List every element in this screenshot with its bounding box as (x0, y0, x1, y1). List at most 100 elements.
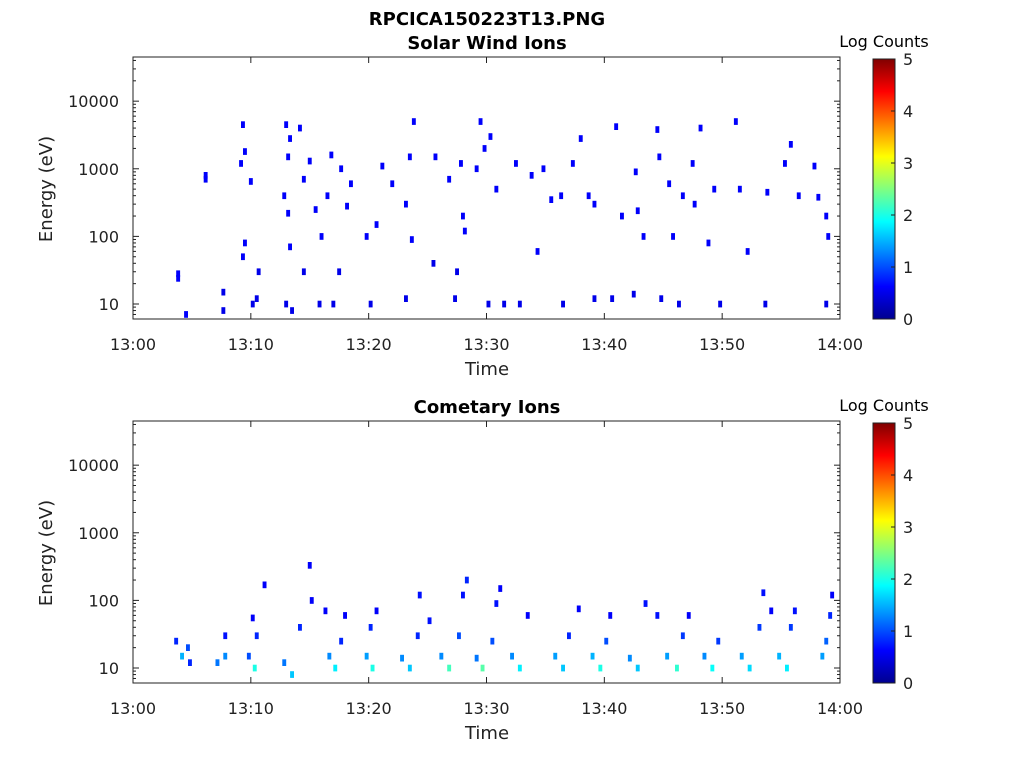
heatmap-cell (592, 200, 597, 208)
heatmap-cell (680, 632, 685, 640)
heatmap-cell (667, 180, 672, 188)
heatmap-cell (826, 233, 831, 240)
heatmap-cell (364, 652, 369, 660)
heatmap-cell (578, 135, 583, 142)
heatmap-cell (462, 227, 467, 235)
heatmap-cell (541, 165, 546, 173)
heatmap-cell (657, 153, 662, 161)
plot-frame (132, 56, 841, 320)
heatmap-cell (517, 300, 522, 308)
y-tick-label: 10000 (68, 92, 119, 111)
heatmap-cell (745, 248, 750, 255)
colorbar-tick-label: 2 (903, 570, 913, 589)
heatmap-cell (368, 300, 373, 308)
heatmap-cell (250, 614, 255, 622)
heatmap-cell (567, 632, 571, 640)
solar-wind-title: Solar Wind Ions (407, 33, 566, 54)
heatmap-cell (486, 300, 491, 308)
heatmap-cell (828, 612, 833, 619)
heatmap-cell (174, 637, 179, 645)
heatmap-cell (686, 612, 691, 619)
heatmap-cell (631, 290, 636, 298)
heatmap-cell (490, 637, 495, 645)
heatmap-cell (243, 148, 247, 155)
colorbar-gradient (872, 58, 896, 320)
heatmap-cell (431, 260, 436, 267)
heatmap-cell (447, 664, 452, 672)
heatmap-cell (221, 288, 226, 296)
heatmap-cell (788, 141, 793, 148)
heatmap-cell (598, 664, 603, 672)
heatmap-cell (514, 160, 518, 167)
heatmap-cell (323, 607, 328, 615)
heatmap-cell (339, 165, 344, 173)
heatmap-cell (331, 300, 336, 308)
heatmap-cell (604, 637, 609, 645)
heatmap-cell (525, 612, 530, 619)
solar-wind-colorbar: 0 1 2 3 4 5 (872, 50, 913, 329)
heatmap-cell (824, 212, 829, 220)
heatmap-cell (777, 652, 782, 660)
heatmap-cell (254, 295, 259, 302)
heatmap-cell (737, 185, 742, 193)
heatmap-cell (698, 124, 703, 132)
heatmap-cell (529, 172, 534, 179)
heatmap-cell (474, 165, 479, 173)
solar-wind-axes: 13:00 13:10 13:20 13:30 13:40 13:50 14:00 10 100… (68, 56, 863, 354)
heatmap-cell (327, 652, 332, 660)
heatmap-cell (459, 160, 463, 167)
colorbar-tick-label: 5 (903, 50, 913, 69)
heatmap-cell (635, 664, 640, 672)
heatmap-cell (718, 300, 723, 308)
heatmap-cell (570, 160, 575, 167)
heatmap-cell (498, 585, 503, 592)
x-tick-label: 13:40 (581, 335, 627, 354)
heatmap-cell (298, 624, 302, 631)
heatmap-cell (461, 591, 465, 599)
heatmap-cell (702, 652, 707, 660)
heatmap-cell (337, 268, 342, 276)
heatmap-cell (307, 562, 312, 569)
heatmap-cell (288, 243, 292, 251)
x-tick-label: 13:50 (699, 699, 745, 718)
solar-wind-colorbar-label: Log Counts (839, 32, 929, 51)
cometary-ylabel: Energy (eV) (36, 500, 57, 606)
heatmap-cell (461, 212, 465, 220)
heatmap-cell (404, 295, 408, 302)
heatmap-cell (553, 652, 558, 660)
cometary-colorbar-label: Log Counts (839, 396, 929, 415)
heatmap-cell (706, 239, 711, 247)
heatmap-cell (241, 121, 245, 128)
heatmap-cell (712, 185, 717, 193)
colorbar-tick-label: 3 (903, 518, 913, 537)
heatmap-cell (643, 600, 648, 607)
heatmap-cell (620, 212, 624, 220)
heatmap-cell (739, 652, 744, 660)
heatmap-cell (329, 151, 334, 159)
heatmap-cell (561, 664, 565, 672)
heatmap-cell (248, 178, 253, 185)
x-tick-label: 13:10 (228, 335, 274, 354)
heatmap-cell (610, 295, 615, 302)
heatmap-cell (785, 664, 789, 672)
heatmap-cell (586, 192, 591, 200)
heatmap-cell (400, 654, 404, 662)
x-tick-label: 13:00 (110, 699, 156, 718)
heatmap-cell (439, 652, 444, 660)
colorbar-tick-label: 0 (903, 674, 913, 693)
heatmap-cell (180, 652, 184, 660)
heatmap-cell (313, 206, 318, 213)
colorbar-tick-label: 4 (903, 466, 913, 485)
heatmap-cell (301, 268, 306, 276)
heatmap-cell (592, 295, 597, 302)
y-tick-label: 10 (99, 659, 119, 678)
colorbar-tick-label: 4 (903, 102, 913, 121)
plot-frame (132, 420, 841, 684)
cometary-colorbar: 0 1 2 3 4 5 (872, 414, 913, 693)
heatmap-cell (186, 644, 190, 651)
heatmap-cell (254, 632, 259, 640)
heatmap-cell (333, 664, 338, 672)
heatmap-cell (411, 118, 416, 125)
heatmap-cell (788, 624, 793, 631)
